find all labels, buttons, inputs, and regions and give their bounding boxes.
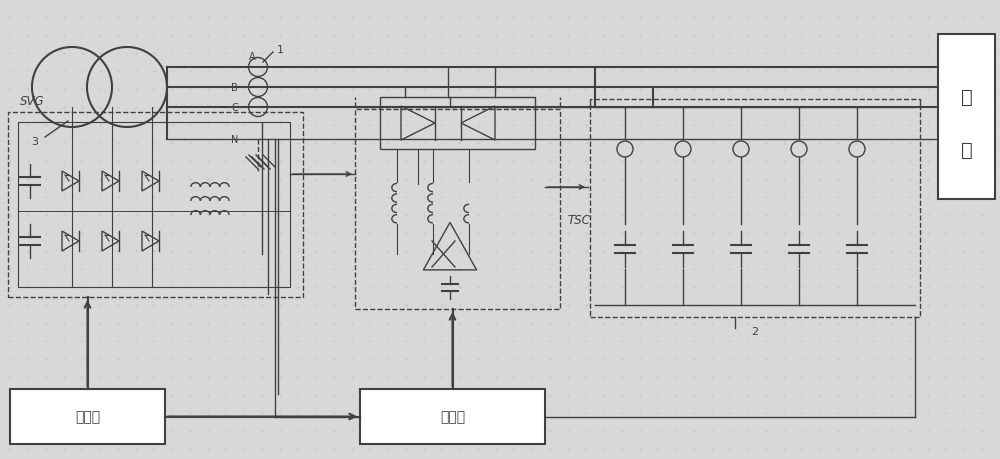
Text: B: B (231, 83, 238, 93)
Bar (8, 113, 303, 297)
Bar (590, 100, 920, 317)
Bar (18, 123, 290, 287)
Text: N: N (231, 134, 238, 145)
Text: C: C (231, 103, 238, 113)
Text: A: A (249, 52, 255, 62)
Bar (380, 98, 535, 150)
Bar (355, 110, 560, 309)
Text: TSC: TSC (568, 213, 591, 226)
Bar (10, 389, 165, 444)
Text: 负: 负 (961, 88, 972, 107)
Text: 控制器: 控制器 (440, 409, 465, 424)
Text: 1: 1 (277, 45, 284, 55)
Bar (360, 389, 545, 444)
Bar (938, 35, 995, 200)
Text: SVG: SVG (20, 95, 45, 108)
Text: 驱动器: 驱动器 (75, 409, 100, 424)
Text: 载: 载 (961, 141, 972, 160)
Text: 2: 2 (751, 326, 759, 336)
Text: 3: 3 (32, 137, 39, 147)
